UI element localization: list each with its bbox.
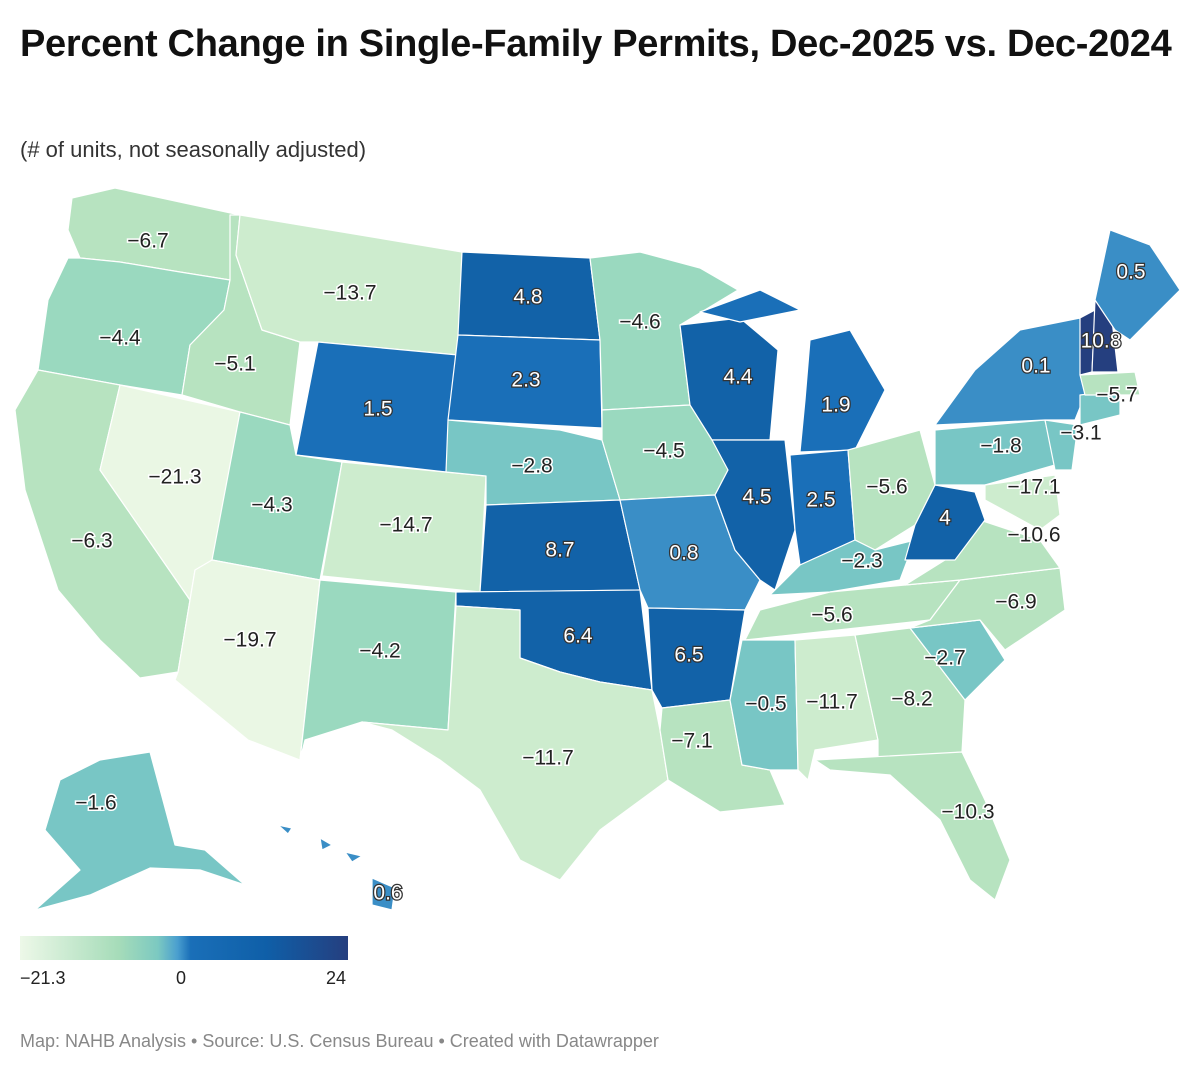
value-label-GA: −8.2 <box>891 688 932 711</box>
legend-min-label: −21.3 <box>20 968 66 988</box>
state-NY[interactable] <box>934 317 1086 426</box>
value-label-NC: −6.9 <box>995 591 1036 614</box>
chart-title: Percent Change in Single-Family Permits,… <box>20 23 1172 65</box>
state-PA[interactable] <box>934 419 1056 486</box>
value-label-FL: −10.3 <box>941 801 994 824</box>
state-MI-UP[interactable] <box>699 289 801 323</box>
value-label-MD: −17.1 <box>1007 476 1060 499</box>
state-AK[interactable] <box>34 751 246 911</box>
value-label-IN: 2.5 <box>806 489 835 512</box>
legend-zero-label: 0 <box>176 968 187 988</box>
value-label-AK: −1.6 <box>75 792 116 815</box>
value-label-ID: −5.1 <box>214 353 255 376</box>
value-label-SC: −2.7 <box>924 647 965 670</box>
value-label-PA: −1.8 <box>980 435 1021 458</box>
value-label-LA: −7.1 <box>671 730 712 753</box>
color-legend: −21.3 0 24 <box>20 936 348 992</box>
value-label-OH: −5.6 <box>866 476 907 499</box>
value-label-IA: −4.5 <box>643 440 684 463</box>
value-label-NJ: −3.1 <box>1060 422 1101 445</box>
value-label-KY: −2.3 <box>841 550 882 573</box>
value-label-UT: −4.3 <box>251 494 292 517</box>
value-label-WA: −6.7 <box>127 230 168 253</box>
state-MI[interactable] <box>799 329 886 453</box>
value-label-ND: 4.8 <box>513 286 542 309</box>
state-IL[interactable] <box>711 439 796 591</box>
value-label-AR: 6.5 <box>674 644 703 667</box>
value-label-OK: 6.4 <box>563 625 593 648</box>
state-NJ[interactable] <box>1044 419 1079 471</box>
value-label-NH: 10.8 <box>1081 330 1122 353</box>
chart-subtitle: (# of units, not seasonally adjusted) <box>20 137 367 162</box>
value-label-VA: −10.6 <box>1007 524 1060 547</box>
source-footer: Map: NAHB Analysis • Source: U.S. Census… <box>20 1031 659 1051</box>
value-label-NY: 0.1 <box>1021 355 1050 378</box>
legend-max-label: 24 <box>326 968 347 988</box>
value-label-OR: −4.4 <box>99 327 141 350</box>
value-label-NE: −2.8 <box>511 455 552 478</box>
state-AZ[interactable] <box>174 559 321 761</box>
value-label-WV: 4 <box>939 507 951 530</box>
value-label-IL: 4.5 <box>742 486 771 509</box>
value-label-AL: −11.7 <box>806 691 858 714</box>
us-choropleth-map: −6.7 −4.4 −6.3 −21.3 −5.1 −13.7 1.5 −4.3 −19.7 −1… <box>0 180 1200 920</box>
value-label-WY: 1.5 <box>363 398 392 421</box>
value-label-HI: 0.6 <box>373 882 402 905</box>
value-label-MO: 0.8 <box>669 542 698 565</box>
state-ME[interactable] <box>1094 229 1181 341</box>
state-MA[interactable] <box>1079 371 1141 396</box>
value-label-MA: −5.7 <box>1096 384 1137 407</box>
value-label-AZ: −19.7 <box>223 629 276 652</box>
value-label-CO: −14.7 <box>379 514 432 537</box>
value-label-WI: 4.4 <box>723 366 753 389</box>
value-label-MN: −4.6 <box>619 311 660 334</box>
value-label-ME: 0.5 <box>1116 261 1145 284</box>
state-TX[interactable] <box>361 605 669 881</box>
value-label-SD: 2.3 <box>511 369 540 392</box>
state-KY[interactable] <box>769 539 916 596</box>
state-HI[interactable] <box>277 824 396 911</box>
value-label-NV: −21.3 <box>148 466 201 489</box>
state-MD[interactable] <box>984 474 1061 531</box>
value-labels: −6.7 −4.4 −6.3 −21.3 −5.1 −13.7 1.5 −4.3 −19.7 −1… <box>70 228 1147 906</box>
value-label-TX: −11.7 <box>522 747 574 770</box>
value-label-NM: −4.2 <box>359 640 400 663</box>
state-FL[interactable] <box>814 751 1011 901</box>
value-label-MT: −13.7 <box>323 282 376 305</box>
value-label-MS: −0.5 <box>745 693 786 716</box>
value-label-KS: 8.7 <box>545 539 574 562</box>
value-label-MI: 1.9 <box>821 394 850 417</box>
legend-gradient-bar <box>20 936 348 960</box>
value-label-CA: −6.3 <box>71 530 112 553</box>
value-label-TN: −5.6 <box>811 604 852 627</box>
